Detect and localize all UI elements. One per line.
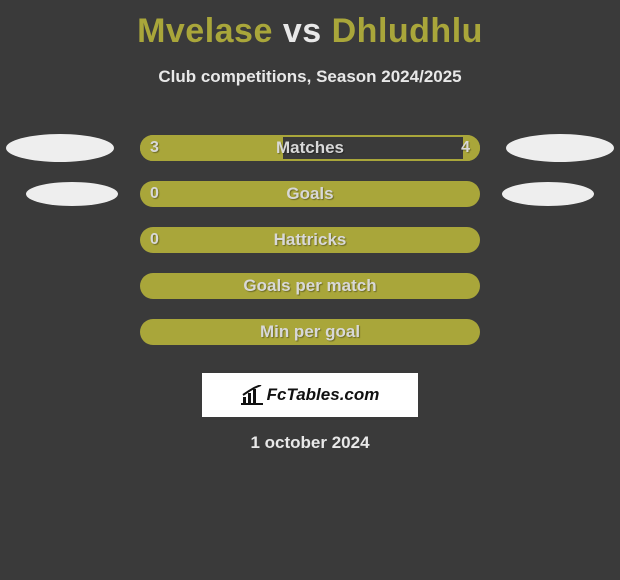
stat-label: Goals per match xyxy=(243,276,376,296)
stat-value-right: 4 xyxy=(461,139,470,157)
date-text: 1 october 2024 xyxy=(0,433,620,453)
logo-text: FcTables.com xyxy=(267,385,380,405)
player2-marker xyxy=(506,134,614,162)
stat-row: 3 4 Matches xyxy=(0,125,620,171)
stat-row: 0 Hattricks xyxy=(0,217,620,263)
stat-row: Min per goal xyxy=(0,309,620,355)
comparison-chart: 3 4 Matches 0 Goals 0 Hattricks Goals per match… xyxy=(0,125,620,355)
chart-icon xyxy=(241,385,263,405)
logo-box: FcTables.com xyxy=(202,373,418,417)
comparison-title: Mvelase vs Dhludhlu xyxy=(0,0,620,51)
stat-bar: 3 4 Matches xyxy=(140,135,480,161)
title-vs: vs xyxy=(283,12,322,50)
player1-marker xyxy=(6,134,114,162)
bar-fill-left xyxy=(140,135,283,161)
stat-label: Hattricks xyxy=(274,230,347,250)
stat-bar: 0 Hattricks xyxy=(140,227,480,253)
stat-row: Goals per match xyxy=(0,263,620,309)
stat-value-left: 3 xyxy=(150,139,159,157)
subtitle: Club competitions, Season 2024/2025 xyxy=(0,67,620,87)
stat-label: Goals xyxy=(286,184,333,204)
player2-name: Dhludhlu xyxy=(332,12,483,50)
stat-bar: 0 Goals xyxy=(140,181,480,207)
player1-name: Mvelase xyxy=(137,12,273,50)
player1-marker xyxy=(26,182,118,206)
stat-bar: Min per goal xyxy=(140,319,480,345)
player2-marker xyxy=(502,182,594,206)
stat-value-left: 0 xyxy=(150,231,159,249)
stat-label: Matches xyxy=(276,138,344,158)
stat-row: 0 Goals xyxy=(0,171,620,217)
stat-bar: Goals per match xyxy=(140,273,480,299)
stat-value-left: 0 xyxy=(150,185,159,203)
stat-label: Min per goal xyxy=(260,322,360,342)
